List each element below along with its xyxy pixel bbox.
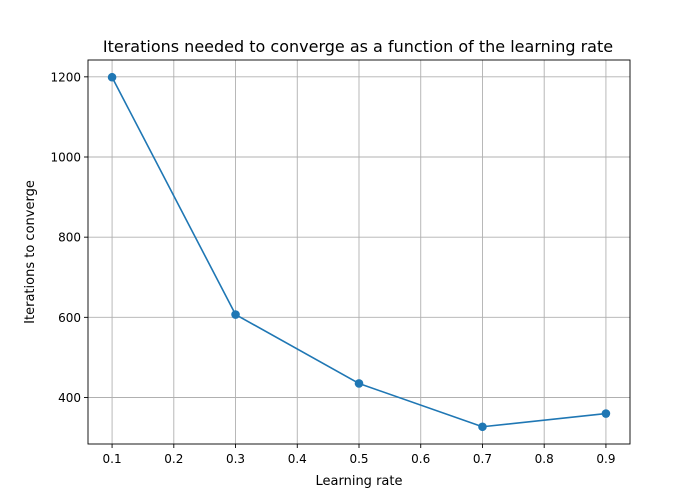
x-tick-label: 0.9 (596, 452, 615, 466)
y-tick-label: 400 (58, 391, 81, 405)
y-tick-label: 1200 (50, 70, 81, 84)
grid (88, 60, 630, 444)
data-point (107, 72, 117, 82)
data-point (354, 379, 364, 388)
x-tick-label: 0.6 (411, 452, 430, 466)
y-axis-label: Iterations to converge (23, 180, 38, 324)
y-tick-label: 1000 (50, 151, 81, 165)
axis-ticks: 0.1 0.2 0.3 0.4 0.5 0.6 0.7 0.8 0.9 400 600 800 1000… (50, 70, 615, 466)
x-tick-label: 0.1 (103, 452, 122, 466)
x-tick-label: 0.3 (226, 452, 245, 466)
x-tick-label: 0.7 (473, 452, 492, 466)
y-tick-label: 600 (58, 311, 81, 325)
x-tick-label: 0.5 (349, 452, 368, 466)
data-point (231, 310, 240, 319)
chart-title: Iterations needed to converge as a funct… (103, 37, 613, 56)
x-axis-label: Learning rate (316, 474, 403, 489)
x-tick-label: 0.8 (535, 452, 554, 466)
x-tick-label: 0.4 (288, 452, 307, 466)
data-point (478, 422, 487, 432)
series-layer (107, 72, 611, 432)
y-tick-label: 800 (58, 231, 81, 245)
data-point (601, 409, 611, 418)
x-tick-label: 0.2 (164, 452, 183, 466)
